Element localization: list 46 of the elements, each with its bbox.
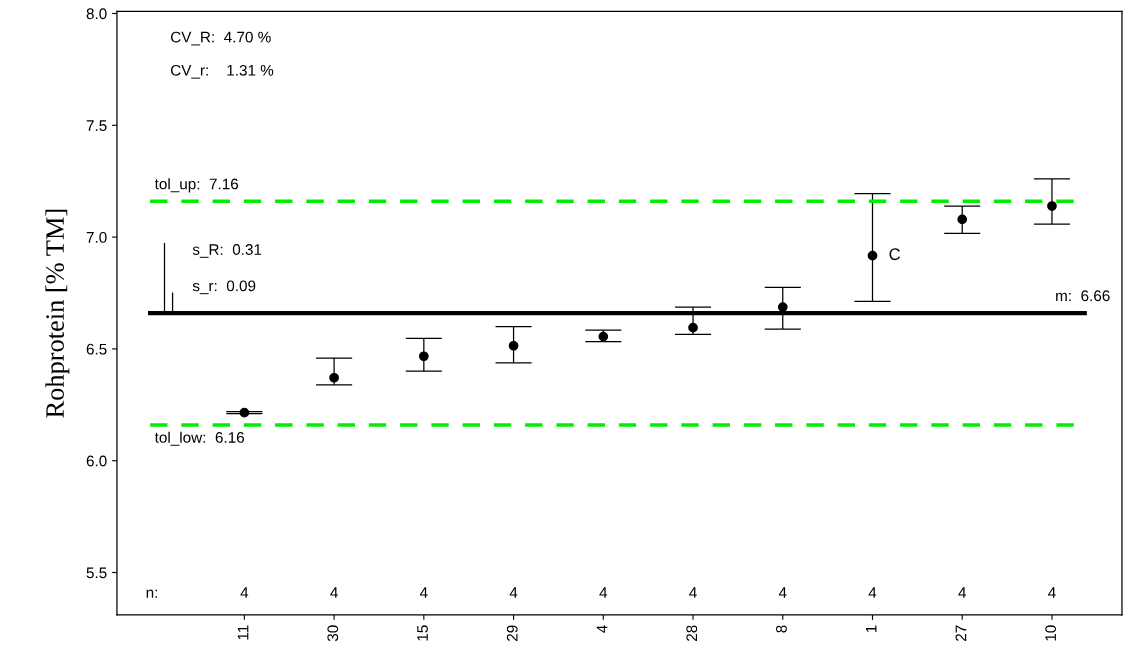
y-tick-label: 6.5 (86, 343, 107, 355)
point (418, 351, 429, 362)
annotation: 4 (689, 587, 697, 598)
annotation: n: (146, 589, 158, 598)
annotation: CV_r: 1.31 % (170, 64, 274, 79)
point (957, 214, 968, 225)
annotation: s_R: 0.31 (192, 244, 262, 258)
y-tick-label: 7.0 (86, 231, 107, 243)
annotation: 4 (868, 587, 877, 598)
annotation: 4 (240, 587, 249, 598)
annotation: 4 (778, 587, 787, 598)
annotation: 4 (958, 587, 967, 598)
ref-line-label: tol_up: 7.16 (154, 178, 239, 193)
x-tick-label: 11 (237, 625, 249, 640)
y-tick-label: 6.0 (86, 455, 107, 467)
x-tick-label: 1 (865, 625, 877, 633)
point (867, 250, 878, 261)
x-tick-label: 15 (417, 625, 428, 641)
point (1047, 201, 1057, 211)
annotation: 4 (1048, 587, 1056, 598)
point (598, 331, 609, 342)
y-axis-title: Rohprotein [% TM] (45, 209, 70, 418)
point (777, 302, 788, 312)
annotation: 4 (509, 587, 518, 598)
annotation: 4 (419, 587, 428, 598)
ref-line-label: m: 6.66 (1056, 290, 1110, 302)
y-tick-label: 7.5 (86, 120, 107, 131)
y-tick-label: 8.0 (86, 8, 107, 20)
annotation: C (889, 248, 901, 261)
point (329, 372, 339, 383)
point (688, 322, 698, 333)
annotation: 4 (330, 587, 338, 598)
point (508, 340, 519, 351)
y-tick-label: 5.5 (86, 567, 107, 579)
annotation: CV_R: 4.70 % (170, 31, 271, 46)
annotation: 4 (599, 587, 608, 598)
x-tick-label: 28 (686, 625, 698, 641)
x-tick-label: 4 (596, 625, 608, 633)
point (239, 407, 250, 418)
x-tick-label: 10 (1045, 625, 1057, 641)
ref-line-label: tol_low: 6.16 (154, 431, 244, 446)
x-tick-label: 27 (955, 625, 967, 641)
x-tick-label: 8 (776, 625, 787, 633)
x-tick-label: 30 (327, 625, 339, 642)
annotation: s_r: 0.09 (192, 280, 256, 295)
x-tick-label: 29 (506, 625, 518, 641)
